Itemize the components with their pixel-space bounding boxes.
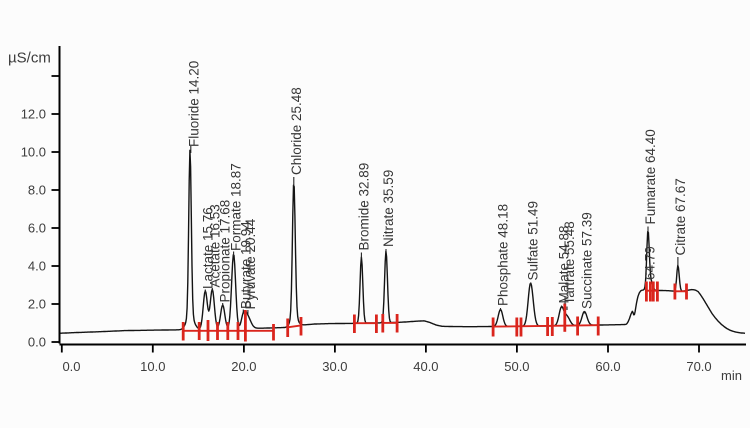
svg-text:4.0: 4.0 [28, 259, 46, 274]
svg-text:Chloride 25.48: Chloride 25.48 [289, 87, 304, 175]
svg-text:Tartrate 55.48: Tartrate 55.48 [562, 221, 577, 304]
svg-text:50.0: 50.0 [504, 359, 529, 374]
svg-text:0.0: 0.0 [28, 335, 46, 350]
svg-text:Sulfate 51.49: Sulfate 51.49 [526, 201, 541, 281]
svg-text:µS/cm: µS/cm [8, 50, 51, 67]
svg-text:min: min [721, 368, 742, 383]
svg-text:Bromide 32.89: Bromide 32.89 [356, 163, 371, 251]
svg-text:Malate 54.88: Malate 54.88 [557, 225, 572, 303]
svg-text:10.0: 10.0 [21, 145, 46, 160]
svg-text:2.0: 2.0 [28, 297, 46, 312]
svg-text:Citrate 67.67: Citrate 67.67 [673, 178, 688, 255]
svg-text:30.0: 30.0 [322, 359, 347, 374]
svg-text:70.0: 70.0 [686, 359, 711, 374]
svg-text:60.0: 60.0 [595, 359, 620, 374]
svg-text:Butyrate 19.94: Butyrate 19.94 [238, 221, 253, 309]
svg-text:Succinate 57.39: Succinate 57.39 [579, 212, 594, 309]
svg-text:10.0: 10.0 [140, 359, 165, 374]
svg-text:Lactate 15.76: Lactate 15.76 [200, 207, 215, 289]
svg-text:Pyruvate 20.44: Pyruvate 20.44 [243, 218, 258, 309]
svg-text:0.0: 0.0 [62, 359, 80, 374]
svg-text:12.0: 12.0 [21, 107, 46, 122]
svg-text:Fumarate 64.40: Fumarate 64.40 [643, 129, 658, 224]
svg-text:64.79: 64.79 [643, 246, 658, 280]
svg-text:40.0: 40.0 [413, 359, 438, 374]
svg-text:Propionate 17.68: Propionate 17.68 [218, 200, 233, 303]
svg-text:Acetate 16.53: Acetate 16.53 [207, 204, 222, 287]
svg-text:Nitrate 35.59: Nitrate 35.59 [381, 170, 396, 247]
svg-text:Formate 18.87: Formate 18.87 [229, 163, 244, 251]
svg-text:Phosphate 48.18: Phosphate 48.18 [496, 204, 511, 306]
svg-text:Fluoride 14.20: Fluoride 14.20 [186, 61, 201, 147]
svg-text:20.0: 20.0 [231, 359, 256, 374]
svg-text:8.0: 8.0 [28, 183, 46, 198]
svg-text:6.0: 6.0 [28, 221, 46, 236]
